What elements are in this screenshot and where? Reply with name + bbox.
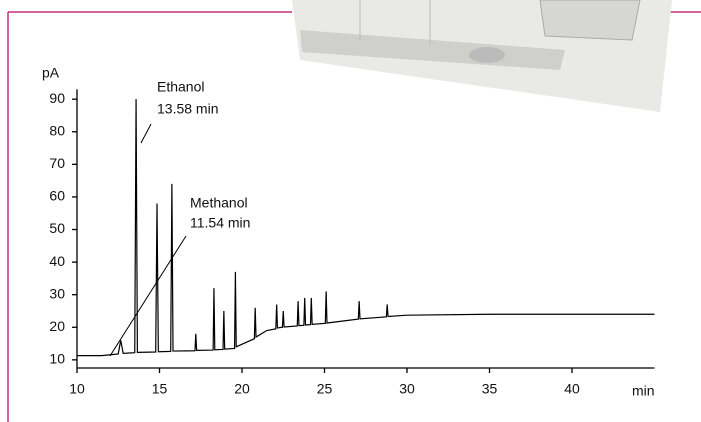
x-tick-label: 40 [564, 381, 580, 397]
annotation-leader [109, 235, 187, 357]
trace [77, 99, 655, 357]
y-axis-label: pA [42, 65, 60, 81]
y-tick-label: 80 [49, 122, 65, 138]
y-tick-label: 40 [49, 253, 65, 269]
y-tick-label: 30 [49, 285, 65, 301]
y-tick-label: 70 [49, 155, 65, 171]
y-tick-label: 10 [49, 351, 65, 367]
x-axis-label: min [632, 383, 655, 399]
annotation: Methanol [190, 195, 248, 211]
instrument-illustration [292, 0, 672, 112]
x-tick-label: 20 [234, 381, 250, 397]
x-tick-label: 25 [317, 381, 333, 397]
annotation: 11.54 min [190, 215, 250, 231]
x-tick-label: 10 [69, 381, 85, 397]
annotation-leader [140, 123, 152, 144]
y-tick-label: 90 [49, 90, 65, 106]
x-tick-label: 30 [399, 381, 415, 397]
y-tick-label: 60 [49, 188, 65, 204]
annotation: 13.58 min [157, 101, 218, 117]
annotation: Ethanol [157, 79, 204, 95]
instrument-knob [469, 47, 505, 63]
instrument-keypad [539, 0, 641, 41]
y-tick-label: 50 [49, 220, 65, 236]
y-tick-label: 20 [49, 318, 65, 334]
x-tick-label: 15 [152, 381, 168, 397]
x-tick-label: 35 [482, 381, 498, 397]
